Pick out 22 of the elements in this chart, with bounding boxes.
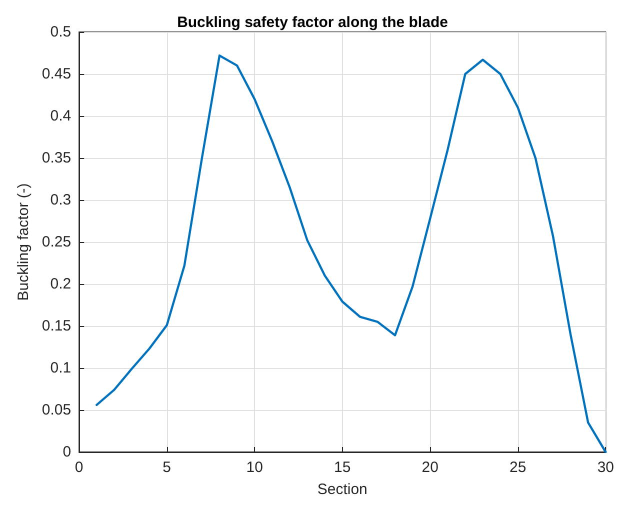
x-tick-label: 10 xyxy=(246,459,263,476)
x-tick-label: 20 xyxy=(422,459,438,476)
y-tick-label: 0.2 xyxy=(50,276,72,292)
y-tick-label: 0.25 xyxy=(42,234,72,250)
y-tick-label: 0.4 xyxy=(50,108,72,124)
x-axis-title: Section xyxy=(317,481,368,498)
y-tick-label: 0.15 xyxy=(42,318,72,334)
x-tick-label: 30 xyxy=(597,459,614,476)
y-tick-label: 0.45 xyxy=(42,66,72,82)
line-series xyxy=(96,54,607,454)
y-tick-label: 0 xyxy=(62,444,72,460)
chart-title: Buckling safety factor along the blade xyxy=(177,14,448,31)
y-axis-title: Buckling factor (-) xyxy=(15,183,32,301)
y-tick-label: 0.3 xyxy=(50,192,72,208)
x-tick-label: 15 xyxy=(334,459,351,476)
x-tick-label: 0 xyxy=(74,459,84,476)
y-tick-label: 0.05 xyxy=(42,402,72,418)
x-tick-label: 25 xyxy=(510,459,526,476)
y-tick-label: 0.35 xyxy=(42,150,72,166)
y-tick-label: 0.5 xyxy=(50,24,72,40)
y-tick-label: 0.1 xyxy=(50,360,72,376)
x-tick-label: 5 xyxy=(162,459,172,476)
